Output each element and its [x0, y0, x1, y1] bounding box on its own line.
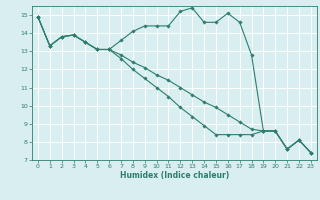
X-axis label: Humidex (Indice chaleur): Humidex (Indice chaleur) [120, 171, 229, 180]
